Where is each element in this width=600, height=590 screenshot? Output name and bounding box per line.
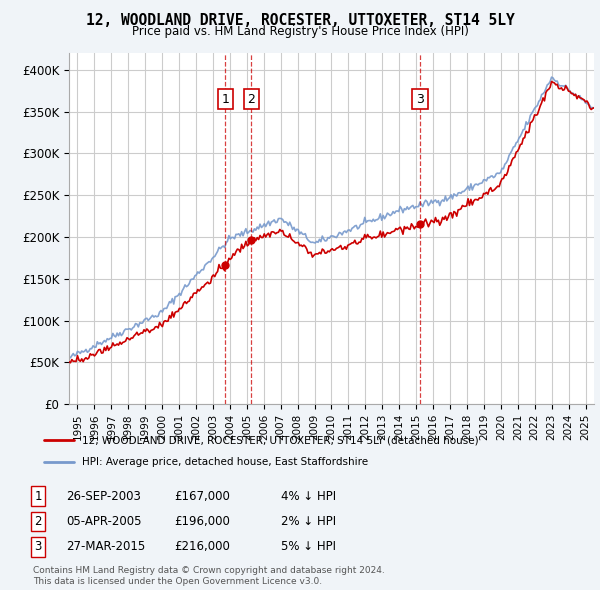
Text: 27-MAR-2015: 27-MAR-2015 bbox=[66, 540, 145, 553]
Text: 3: 3 bbox=[34, 540, 41, 553]
Text: £167,000: £167,000 bbox=[175, 490, 230, 503]
Text: 2: 2 bbox=[34, 515, 42, 528]
Text: Price paid vs. HM Land Registry's House Price Index (HPI): Price paid vs. HM Land Registry's House … bbox=[131, 25, 469, 38]
Text: £196,000: £196,000 bbox=[175, 515, 230, 528]
Text: 26-SEP-2003: 26-SEP-2003 bbox=[66, 490, 141, 503]
Text: 2% ↓ HPI: 2% ↓ HPI bbox=[281, 515, 336, 528]
Text: 12, WOODLAND DRIVE, ROCESTER, UTTOXETER, ST14 5LY: 12, WOODLAND DRIVE, ROCESTER, UTTOXETER,… bbox=[86, 13, 514, 28]
Text: 1: 1 bbox=[34, 490, 42, 503]
Text: HPI: Average price, detached house, East Staffordshire: HPI: Average price, detached house, East… bbox=[82, 457, 368, 467]
Text: £216,000: £216,000 bbox=[175, 540, 230, 553]
Text: Contains HM Land Registry data © Crown copyright and database right 2024.: Contains HM Land Registry data © Crown c… bbox=[33, 566, 385, 575]
Text: 5% ↓ HPI: 5% ↓ HPI bbox=[281, 540, 335, 553]
Text: 3: 3 bbox=[416, 93, 424, 106]
Text: 05-APR-2005: 05-APR-2005 bbox=[66, 515, 142, 528]
Text: 12, WOODLAND DRIVE, ROCESTER, UTTOXETER, ST14 5LY (detached house): 12, WOODLAND DRIVE, ROCESTER, UTTOXETER,… bbox=[82, 435, 478, 445]
Text: 2: 2 bbox=[247, 93, 255, 106]
Text: This data is licensed under the Open Government Licence v3.0.: This data is licensed under the Open Gov… bbox=[33, 577, 322, 586]
Text: 1: 1 bbox=[221, 93, 229, 106]
Text: 4% ↓ HPI: 4% ↓ HPI bbox=[281, 490, 336, 503]
